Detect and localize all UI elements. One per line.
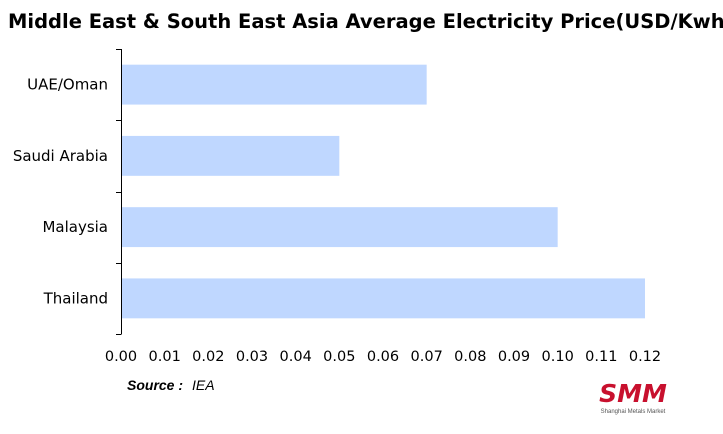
- logo-subtitle: Shanghai Metals Market: [601, 409, 666, 415]
- category-label: Thailand: [43, 289, 108, 307]
- bar-saudi-arabia: [121, 135, 340, 176]
- x-tick-label: 0.00: [105, 349, 137, 365]
- bar-malaysia: [121, 207, 558, 248]
- category-label: Saudi Arabia: [13, 147, 108, 165]
- x-tick-label: 0.10: [542, 349, 574, 365]
- x-tick-label: 0.01: [149, 349, 181, 365]
- x-tick-label: 0.11: [585, 349, 617, 365]
- x-tick-label: 0.06: [367, 349, 399, 365]
- source-note: Source : IEA: [127, 377, 215, 393]
- chart-title: Middle East & South East Asia Average El…: [8, 10, 723, 33]
- logo-mark: SMM: [599, 379, 667, 408]
- x-tick-label: 0.12: [629, 349, 661, 365]
- category-label: UAE/Oman: [27, 76, 108, 94]
- x-tick-label: 0.05: [323, 349, 355, 365]
- x-tick-label: 0.09: [498, 349, 530, 365]
- x-tick-label: 0.07: [411, 349, 443, 365]
- category-labels: UAE/Oman Saudi Arabia Malaysia Thailand: [13, 76, 108, 308]
- x-tick-label: 0.03: [236, 349, 268, 365]
- source-value: IEA: [192, 377, 215, 393]
- x-tick-label: 0.08: [454, 349, 486, 365]
- smm-logo: SMM Shanghai Metals Market: [599, 379, 667, 415]
- bar-uae-oman: [121, 64, 427, 105]
- category-label: Malaysia: [42, 218, 108, 236]
- bar-thailand: [121, 278, 645, 319]
- x-tick-label: 0.02: [192, 349, 224, 365]
- x-tick-label: 0.04: [280, 349, 312, 365]
- source-label: Source :: [127, 377, 183, 393]
- x-tick-labels: 0.00 0.01 0.02 0.03 0.04 0.05 0.06 0.07 0.08 0.09…: [105, 349, 661, 365]
- bars-group: [121, 64, 645, 319]
- axes: [116, 49, 122, 335]
